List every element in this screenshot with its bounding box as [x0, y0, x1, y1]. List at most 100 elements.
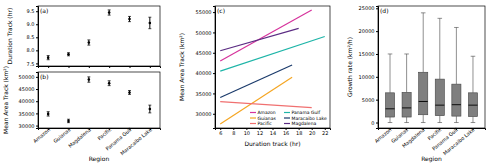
tick-label: 12 — [257, 130, 263, 136]
error-cap — [47, 116, 50, 117]
x-axis-title: Region — [421, 155, 442, 163]
panel-label: (c) — [217, 7, 225, 14]
y-axis-title: Growth rate (km²/h) — [346, 37, 353, 97]
point — [149, 22, 152, 25]
plot-frame — [378, 6, 485, 128]
tick: 10 — [244, 128, 250, 136]
tick-label: 6 — [219, 130, 222, 136]
tick: Magdalena — [67, 126, 93, 149]
panel: 3000035000400004500050000AmazonGuianasMa… — [2, 66, 161, 163]
y-axis-title: Mean Area Track (km²) — [178, 33, 185, 101]
line — [220, 65, 292, 98]
tick-label: 50000 — [196, 30, 212, 36]
tick: 16 — [283, 128, 289, 136]
tick-label: 18 — [296, 130, 302, 136]
y-axis: 0500010000150002000025000 — [359, 5, 379, 128]
panel: 7.58.08.59.09.5(a)Duration Track (hr) — [6, 6, 161, 68]
tick: 8.5 — [27, 34, 38, 40]
legend-swatch — [284, 117, 290, 118]
error-cap — [87, 39, 90, 40]
error-cap — [148, 105, 151, 106]
tick-label: 9.5 — [27, 8, 35, 14]
error-cap — [148, 112, 151, 113]
plot-frame — [38, 72, 160, 128]
box — [402, 92, 411, 117]
tick-label: Amazon — [373, 126, 392, 144]
tick-label: Maracaibo Lake — [119, 126, 153, 156]
tick: 20000 — [359, 28, 378, 34]
tick: 50000 — [19, 74, 38, 80]
tick-label: 15000 — [359, 51, 375, 57]
error-bar — [149, 105, 150, 113]
line — [220, 77, 292, 124]
tick: 40000 — [19, 98, 38, 104]
tick-label: 45000 — [19, 86, 35, 92]
panel-label: (d) — [380, 7, 389, 14]
whisker — [456, 27, 457, 84]
median — [385, 108, 394, 109]
error-bar — [129, 91, 130, 95]
tick-label: 0 — [371, 120, 374, 126]
tick: 25000 — [359, 5, 378, 11]
whisker — [423, 13, 424, 72]
whisker — [423, 115, 424, 123]
figure: 7.58.08.59.09.5(a)Duration Track (hr) 300… — [0, 0, 500, 164]
y-axis: 7.58.08.59.09.5 — [27, 7, 39, 67]
point — [67, 120, 70, 123]
tick: 55000 — [196, 9, 215, 15]
tick: 9.5 — [27, 8, 38, 14]
whisker — [472, 56, 473, 93]
panel: 0500010000150002000025000AmazonGuianasMa… — [346, 5, 486, 163]
y-axis-title: Duration Track (hr) — [6, 8, 13, 65]
tick-label: 10000 — [359, 74, 375, 80]
tick: 40000 — [196, 70, 215, 76]
whisker — [390, 54, 391, 93]
panel-label: (b) — [40, 73, 49, 80]
tick: 20 — [309, 128, 315, 136]
box — [452, 84, 461, 116]
error-cap — [87, 45, 90, 46]
median — [419, 101, 428, 102]
error-bar — [48, 112, 49, 116]
error-cap — [47, 111, 50, 112]
tick: 0 — [371, 120, 378, 126]
median — [402, 107, 411, 108]
whisker — [439, 116, 440, 123]
whisker — [456, 116, 457, 122]
point — [128, 18, 131, 21]
error-cap — [128, 16, 131, 17]
tick-label: 30000 — [19, 123, 35, 129]
whisker-cap — [404, 53, 409, 54]
line — [220, 10, 311, 61]
error-bar — [48, 56, 49, 60]
legend-swatch — [250, 112, 256, 113]
whisker-cap — [454, 27, 459, 28]
error-cap — [87, 82, 90, 83]
tick-label: 55000 — [196, 9, 212, 15]
error-cap — [148, 28, 151, 29]
error-bar — [68, 53, 69, 56]
point — [47, 56, 50, 59]
error-cap — [128, 21, 131, 22]
tick-label: Magdalena — [67, 126, 93, 149]
tick-label: 40000 — [196, 70, 212, 76]
whisker — [472, 117, 473, 123]
error-cap — [108, 9, 111, 10]
error-cap — [67, 119, 70, 120]
legend-swatch — [284, 123, 290, 124]
tick-label: 14 — [270, 130, 276, 136]
legend-label: Panama Gulf — [292, 110, 321, 115]
tick-label: 22 — [322, 130, 328, 136]
error-bar — [88, 40, 89, 45]
marks — [47, 10, 152, 60]
x-axis: AmazonGuianasMagdalenaPacificPanama Gulf… — [373, 126, 485, 156]
point — [88, 78, 91, 81]
legend-label: Magdalena — [292, 121, 317, 126]
x-axis: AmazonGuianasMagdalenaPacificPanama Gulf… — [32, 126, 161, 156]
tick-label: 50000 — [19, 74, 35, 80]
legend-label: Pacific — [258, 121, 273, 126]
error-cap — [128, 94, 131, 95]
legend-label: Guianas — [258, 116, 277, 121]
whisker-cap — [471, 56, 476, 57]
tick-label: 40000 — [19, 98, 35, 104]
